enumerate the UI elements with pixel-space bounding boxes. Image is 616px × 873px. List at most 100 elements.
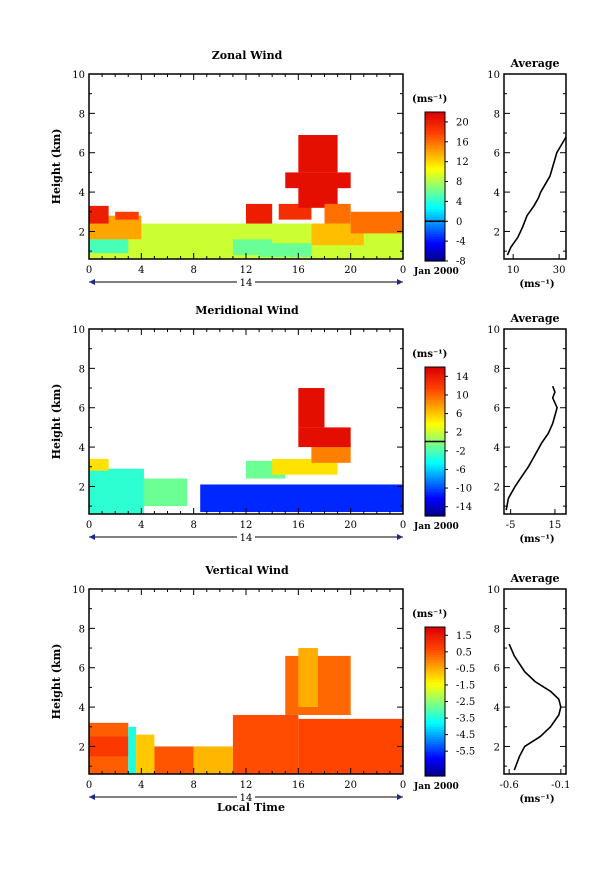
colorbar-segment xyxy=(425,466,445,470)
colorbar-tick-label: -4 xyxy=(456,237,466,248)
colorbar-segment xyxy=(425,384,445,388)
colorbar-segment xyxy=(425,671,445,675)
average-x-label: (ms⁻¹) xyxy=(519,794,554,805)
colorbar-segment xyxy=(425,424,445,428)
colorbar-segment xyxy=(425,461,445,465)
colorbar-segment xyxy=(425,389,445,393)
colorbar-segment xyxy=(425,139,445,143)
date-bar-label-bg xyxy=(237,276,255,288)
average-y-tick-label: 2 xyxy=(494,742,500,753)
date-bar-label: 14 xyxy=(240,533,253,544)
colorbar-segment xyxy=(425,756,445,760)
colorbar-segment xyxy=(425,149,445,153)
y-tick-label: 4 xyxy=(79,443,85,454)
colorbar-segment xyxy=(425,176,445,180)
colorbar-unit: (ms⁻¹) xyxy=(412,609,447,620)
colorbar-tick-label: 6 xyxy=(456,409,462,420)
colorbar-segment xyxy=(425,488,445,492)
colorbar-unit: (ms⁻¹) xyxy=(412,349,447,360)
average-y-tick-label: 2 xyxy=(494,227,500,238)
average-y-tick-label: 10 xyxy=(487,70,500,81)
y-tick-label: 2 xyxy=(79,482,85,493)
colorbar-segment xyxy=(425,213,445,217)
colorbar-segment xyxy=(425,741,445,745)
heatmap-cell xyxy=(154,746,194,774)
colorbar-segment xyxy=(425,154,445,158)
colorbar-segment xyxy=(425,256,445,260)
colorbar-segment xyxy=(425,409,445,413)
average-profile: Average 2 4 6 8 10 -5 15 (ms⁻¹) xyxy=(487,312,567,545)
colorbar-segment xyxy=(425,763,445,767)
colorbar-segment xyxy=(425,181,445,185)
colorbar-segment xyxy=(425,483,445,487)
average-y-tick-label: 8 xyxy=(494,364,500,375)
y-tick-label: 6 xyxy=(79,149,85,160)
colorbar: (ms⁻¹) 20 16 12 8 4 0 -4 -8 xyxy=(412,94,469,268)
y-tick-label: 8 xyxy=(79,109,85,120)
average-x-tick-label: 15 xyxy=(549,520,562,531)
average-y-tick-label: 4 xyxy=(494,443,500,454)
colorbar-segment xyxy=(425,506,445,510)
colorbar-segment xyxy=(425,503,445,507)
colorbar-segment xyxy=(425,773,445,777)
colorbar-tick-label: -3.5 xyxy=(456,714,475,725)
colorbar-segment xyxy=(425,631,445,636)
colorbar-segment xyxy=(425,151,445,155)
colorbar-segment xyxy=(425,208,445,212)
date-bar-end-arrow xyxy=(397,279,403,285)
x-tick-label: 0 xyxy=(400,265,406,276)
x-tick-label: 0 xyxy=(86,520,92,531)
heatmap-cell xyxy=(115,211,139,220)
x-tick-label: 4 xyxy=(138,265,144,276)
average-y-tick-label: 4 xyxy=(494,703,500,714)
colorbar-segment xyxy=(425,471,445,475)
heatmap-cell xyxy=(298,718,403,774)
average-x-tick-label: -5 xyxy=(506,520,516,531)
colorbar-segment xyxy=(425,126,445,130)
average-profile-line xyxy=(506,136,567,256)
colorbar-segment xyxy=(425,121,445,126)
colorbar-segment xyxy=(425,218,445,222)
average-x-tick-label: -0.1 xyxy=(551,780,570,791)
colorbar-segment xyxy=(425,696,445,700)
colorbar-segment xyxy=(425,513,445,517)
x-tick-label: 0 xyxy=(400,780,406,791)
average-title: Average xyxy=(509,57,559,70)
colorbar-segment xyxy=(425,431,445,435)
colorbar-segment xyxy=(425,636,445,641)
y-tick-label: 2 xyxy=(79,742,85,753)
average-frame xyxy=(503,588,567,775)
heatmap-cell xyxy=(136,734,155,774)
y-tick-label: 4 xyxy=(79,703,85,714)
colorbar-segment xyxy=(425,456,445,460)
y-tick-label: 10 xyxy=(72,325,85,336)
heatmap-cell xyxy=(350,211,403,234)
colorbar-segment xyxy=(425,753,445,757)
average-x-tick-label: 10 xyxy=(507,265,520,276)
colorbar-segment xyxy=(425,644,445,648)
panel-title: Vertical Wind xyxy=(204,564,289,577)
colorbar-segment xyxy=(425,661,445,665)
colorbar-segment xyxy=(425,193,445,198)
colorbar-segment xyxy=(425,699,445,703)
colorbar-segment xyxy=(425,641,445,645)
colorbar-segment xyxy=(425,723,445,727)
colorbar-segment xyxy=(425,394,445,398)
colorbar-segment xyxy=(425,399,445,403)
colorbar-segment xyxy=(425,371,445,376)
date-bar-label-bg xyxy=(237,531,255,543)
colorbar-segment xyxy=(425,166,445,170)
colorbar-segment xyxy=(425,766,445,770)
colorbar-segment xyxy=(425,146,445,150)
colorbar-tick-label: -2 xyxy=(456,446,466,457)
panel-2: Meridional Wind 2 4 6 8 10 Height (km) 0 4 8 12 16 2… xyxy=(50,304,567,545)
average-title: Average xyxy=(509,312,559,325)
colorbar-segment xyxy=(425,251,445,255)
colorbar-segment xyxy=(425,768,445,772)
colorbar-segment xyxy=(425,758,445,762)
x-tick-label: 0 xyxy=(400,520,406,531)
colorbar-segment xyxy=(425,746,445,750)
colorbar-segment xyxy=(425,201,445,205)
colorbar-segment xyxy=(425,174,445,178)
